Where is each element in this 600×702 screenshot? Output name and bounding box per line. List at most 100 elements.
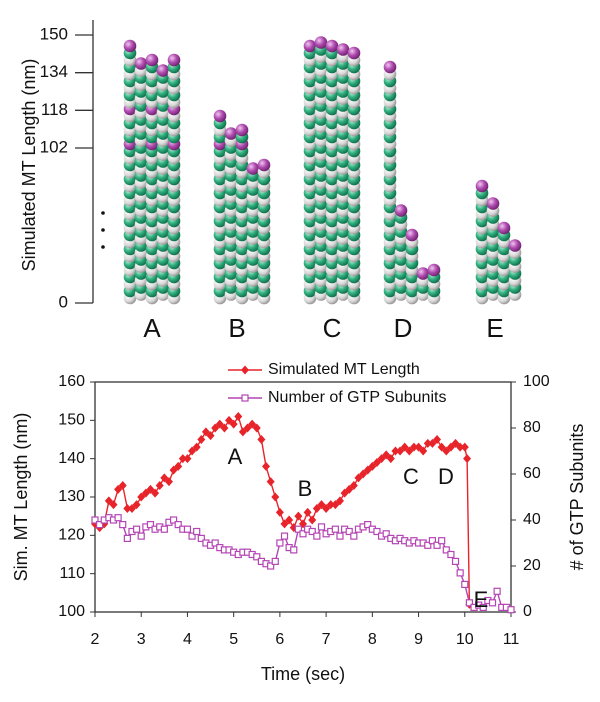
data-point	[451, 557, 460, 566]
tubulin-subunit	[303, 39, 317, 53]
tubulin-subunit	[416, 267, 430, 280]
data-point	[451, 438, 460, 448]
x-tick-label: 7	[322, 631, 331, 648]
annotation: D	[438, 464, 454, 489]
tubulin-subunit	[427, 263, 441, 277]
y-tick-label: 100	[58, 603, 85, 620]
data-point	[164, 477, 173, 487]
data-point	[137, 532, 145, 540]
data-point	[266, 477, 275, 487]
y2-tick-label: 80	[523, 419, 541, 436]
data-point	[197, 534, 205, 543]
data-point	[155, 481, 164, 490]
tubulin-subunit	[325, 39, 339, 53]
legend-label: Number of GTP Subunits	[268, 389, 446, 406]
data-point	[211, 539, 219, 547]
data-point	[368, 461, 377, 471]
y-tick-label: 120	[58, 527, 85, 544]
data-point	[201, 427, 210, 437]
data-point	[271, 492, 280, 502]
axis-break-dot	[101, 245, 105, 249]
data-point	[442, 546, 450, 554]
legend-label: Simulated MT Length	[268, 361, 420, 378]
y2-tick-label: 60	[523, 465, 541, 482]
data-point	[336, 532, 344, 540]
tubulin-subunit	[508, 239, 522, 252]
data-point	[294, 511, 303, 521]
data-point	[252, 423, 261, 433]
data-point	[433, 435, 442, 444]
data-point	[349, 481, 358, 490]
tubulin-subunit	[394, 204, 408, 217]
data-point	[493, 587, 501, 595]
data-point	[308, 515, 317, 525]
tubulin-subunit	[224, 127, 238, 140]
data-point	[104, 496, 113, 506]
x-tick-label: 2	[91, 631, 100, 648]
data-point	[391, 446, 400, 456]
data-point	[364, 520, 372, 529]
annotation: A	[228, 444, 243, 469]
data-point	[234, 412, 243, 421]
data-point	[488, 599, 497, 607]
data-point	[423, 438, 432, 448]
data-point	[345, 484, 354, 494]
tubulin-subunit	[235, 123, 249, 137]
data-point	[118, 481, 127, 490]
data-point	[345, 527, 353, 536]
data-point	[317, 523, 326, 531]
tubulin-subunit	[134, 57, 148, 70]
tubulin-subunit	[213, 109, 227, 123]
data-point	[114, 514, 122, 522]
tubulin-subunit	[123, 39, 137, 53]
y-tick-label: 118	[41, 100, 68, 119]
axis-break-dot	[101, 211, 105, 215]
x-tick-label: 9	[414, 631, 423, 648]
data-point	[188, 532, 196, 540]
data-point	[109, 500, 118, 510]
tubulin-subunit	[347, 46, 361, 60]
data-point	[174, 520, 182, 529]
data-point	[438, 537, 446, 545]
data-point	[285, 515, 294, 525]
data-point	[400, 442, 409, 452]
data-point	[377, 454, 386, 464]
y2-tick-label: 20	[523, 557, 541, 574]
category-label: D	[394, 313, 413, 343]
data-point	[479, 603, 487, 612]
data-point	[340, 488, 349, 498]
category-label: B	[228, 313, 245, 343]
data-point	[322, 504, 331, 513]
annotation: C	[403, 464, 419, 489]
data-point	[428, 537, 437, 545]
data-point	[220, 423, 229, 433]
tubulin-subunit	[497, 221, 511, 235]
data-point	[290, 546, 298, 554]
data-point	[419, 446, 428, 456]
y2-tick-label: 100	[523, 373, 550, 390]
y-tick-label: 140	[58, 450, 85, 467]
y-tick-label: 150	[40, 24, 68, 43]
data-point	[359, 469, 368, 479]
data-point	[91, 516, 99, 524]
data-point	[460, 442, 469, 452]
x-tick-label: 6	[275, 631, 284, 648]
tubulin-subunit	[383, 60, 397, 74]
data-point	[178, 454, 187, 464]
data-point	[414, 442, 423, 452]
axis-break-dot	[101, 228, 105, 232]
data-point	[442, 446, 451, 456]
tubulin-subunit	[257, 158, 271, 172]
x-tick-label: 11	[503, 631, 520, 648]
y-axis-title: Sim. MT Length (nm)	[11, 413, 31, 582]
tubulin-subunit	[167, 53, 181, 67]
x-tick-label: 5	[229, 631, 238, 648]
y-tick-label: 130	[58, 488, 85, 505]
data-point	[386, 454, 395, 464]
data-point	[137, 492, 146, 502]
data-point	[160, 473, 169, 483]
tubulin-subunit	[314, 36, 328, 49]
y2-axis-title: # of GTP Subunits	[567, 424, 587, 571]
data-point	[299, 530, 307, 538]
data-point	[211, 423, 220, 433]
